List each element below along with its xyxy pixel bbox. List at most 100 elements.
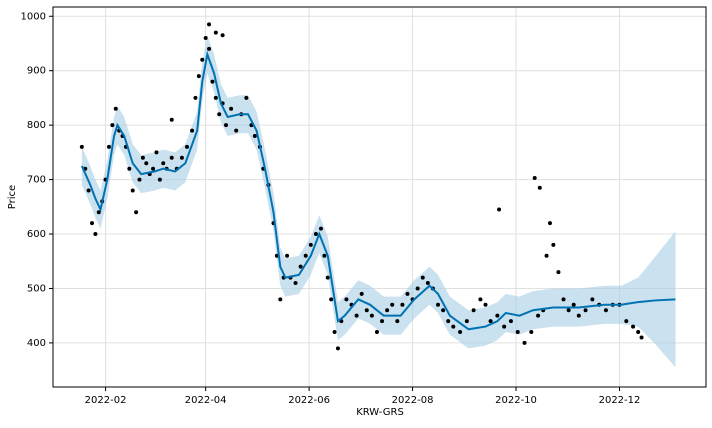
observed-point	[369, 313, 374, 318]
observed-point	[335, 346, 340, 351]
observed-point	[127, 166, 132, 171]
uncertainty-band	[81, 35, 676, 368]
observed-point	[329, 297, 334, 302]
observed-point	[110, 123, 115, 128]
observed-point	[532, 175, 537, 180]
observed-point	[544, 253, 549, 258]
observed-point	[522, 340, 527, 345]
observed-point	[140, 155, 145, 160]
observed-point	[207, 46, 212, 51]
observed-point	[436, 302, 441, 307]
observed-point	[184, 144, 189, 149]
observed-point	[405, 291, 410, 296]
observed-point	[224, 123, 229, 128]
observed-point	[639, 335, 644, 340]
observed-point	[169, 117, 174, 122]
observed-point	[488, 319, 493, 324]
observed-point	[93, 232, 98, 237]
observed-point	[86, 188, 91, 193]
observed-point	[234, 128, 239, 133]
observed-point	[325, 275, 330, 280]
observed-point	[390, 302, 395, 307]
observed-point	[200, 57, 205, 62]
observed-point	[515, 330, 520, 335]
observed-point	[285, 253, 290, 258]
observed-point	[458, 330, 463, 335]
forecast-line	[80, 50, 676, 331]
y-tick-label: 500	[27, 283, 46, 294]
x-tick-label: 2022-12	[599, 395, 641, 406]
observed-point	[106, 144, 111, 149]
observed-point	[415, 286, 420, 291]
observed-point	[400, 302, 405, 307]
observed-point	[354, 313, 359, 318]
observed-point	[308, 242, 313, 247]
observed-point	[529, 330, 534, 335]
x-axis-label: KRW-GRS	[356, 407, 404, 418]
observed-point	[359, 291, 364, 296]
observed-point	[464, 319, 469, 324]
y-tick-label: 1000	[21, 11, 46, 22]
observed-point	[502, 324, 507, 329]
x-tick-label: 2022-02	[85, 395, 127, 406]
observed-point	[478, 297, 483, 302]
observed-point	[134, 210, 139, 215]
observed-point	[537, 185, 542, 190]
observed-point	[495, 313, 500, 318]
observed-point	[157, 177, 162, 182]
observed-point	[636, 330, 641, 335]
observed-point	[217, 112, 222, 117]
observed-point	[293, 281, 298, 286]
observed-point	[229, 106, 234, 111]
y-tick-label: 700	[27, 175, 46, 186]
observed-point	[161, 161, 166, 166]
observed-point	[137, 177, 142, 182]
observed-point	[213, 95, 218, 100]
observed-point	[364, 308, 369, 313]
observed-point	[79, 144, 84, 149]
x-tick-label: 2022-08	[392, 395, 434, 406]
observed-point	[90, 221, 95, 226]
y-tick-label: 400	[27, 338, 46, 349]
observed-point	[420, 275, 425, 280]
observed-point	[441, 308, 446, 313]
y-tick-label: 600	[27, 229, 46, 240]
observed-point	[603, 308, 608, 313]
observed-point	[318, 226, 323, 231]
observed-point	[252, 134, 257, 139]
observed-point	[298, 264, 303, 269]
x-tick-label: 2022-04	[185, 395, 227, 406]
observed-point	[571, 302, 576, 307]
observed-point	[203, 36, 208, 41]
observed-point	[179, 155, 184, 160]
observed-point	[190, 128, 195, 133]
observed-point	[113, 106, 118, 111]
observed-point	[303, 253, 308, 258]
observed-point	[446, 319, 451, 324]
observed-point	[547, 221, 552, 226]
plot-frame	[52, 6, 707, 388]
observed-point	[278, 297, 283, 302]
observed-point	[169, 155, 174, 160]
observed-point	[395, 319, 400, 324]
y-tick-label: 800	[27, 120, 46, 131]
observed-point	[210, 79, 215, 84]
y-tick-label: 900	[27, 66, 46, 77]
observed-point	[313, 232, 318, 237]
observed-point	[207, 22, 212, 27]
x-tick-label: 2022-10	[495, 395, 537, 406]
observed-point	[196, 74, 201, 79]
observed-point	[590, 297, 595, 302]
observed-point	[556, 270, 561, 275]
observed-point	[213, 30, 218, 35]
observed-point	[624, 319, 629, 324]
y-axis-label: Price	[7, 185, 18, 209]
observed-point	[151, 166, 156, 171]
observed-point	[332, 330, 337, 335]
observed-point	[566, 308, 571, 313]
observed-point	[583, 308, 588, 313]
observed-point	[220, 33, 225, 38]
observed-point	[322, 253, 327, 258]
observed-point	[536, 313, 541, 318]
